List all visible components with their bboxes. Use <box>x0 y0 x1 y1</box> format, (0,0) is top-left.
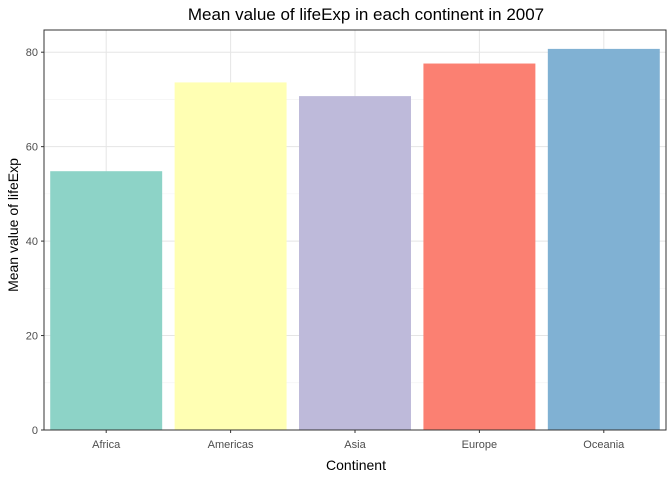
x-tick-label: Europe <box>462 439 497 451</box>
bar-americas <box>174 82 287 431</box>
bars <box>50 48 660 431</box>
x-tick-label: Oceania <box>583 439 625 451</box>
x-tick-label: Asia <box>344 439 366 451</box>
x-tick-label: Americas <box>208 439 254 451</box>
bar-oceania <box>547 48 660 431</box>
y-tick-label: 60 <box>26 142 38 154</box>
bar-asia <box>299 96 411 431</box>
x-axis-ticks: Africa Americas Asia Europe Oceania <box>92 430 625 451</box>
y-tick-label: 80 <box>26 47 38 59</box>
y-axis-ticks: 0 20 40 60 80 <box>26 47 44 437</box>
x-tick-label: Africa <box>92 439 121 451</box>
chart-title: Mean value of lifeExp in each continent … <box>188 5 544 24</box>
y-tick-label: 20 <box>26 331 38 343</box>
x-axis-title: Continent <box>326 457 386 473</box>
y-tick-label: 0 <box>32 425 38 437</box>
y-axis-title: Mean value of lifeExp <box>5 158 21 292</box>
bar-europe <box>423 63 536 431</box>
y-tick-label: 40 <box>26 236 38 248</box>
bar-africa <box>50 171 163 430</box>
